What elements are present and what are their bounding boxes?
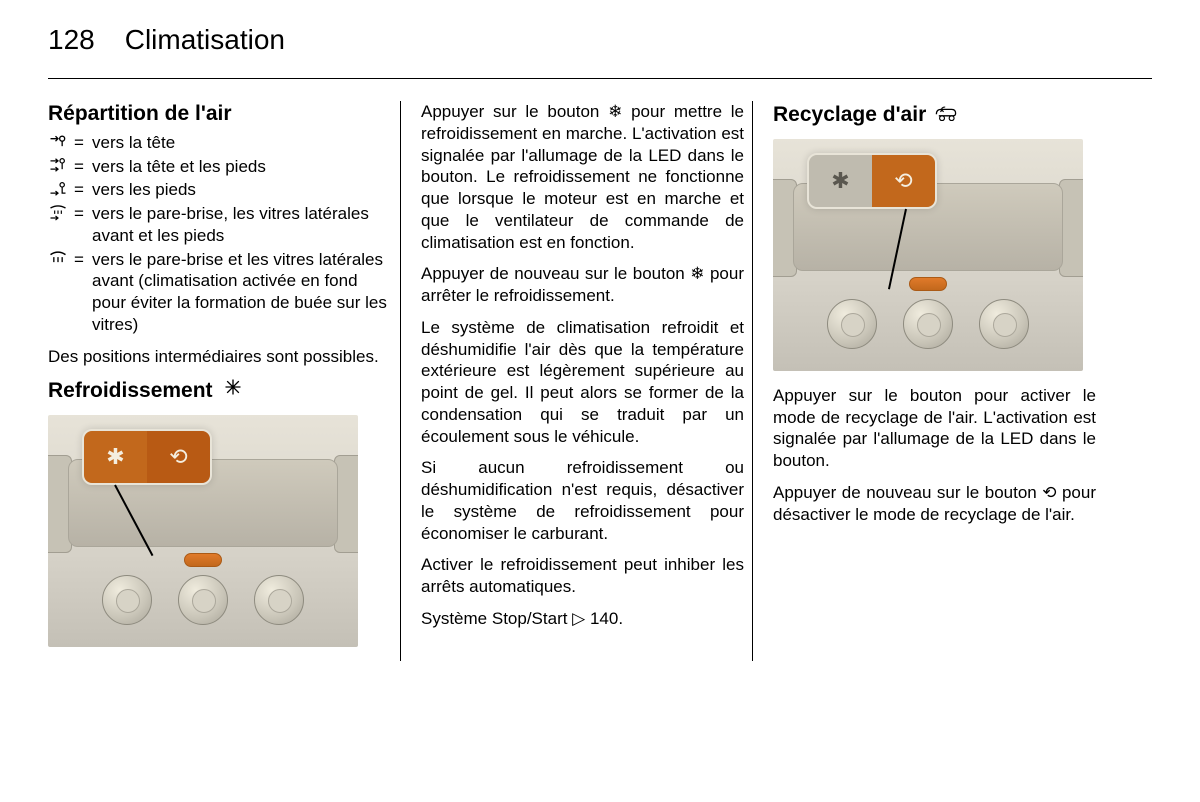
air-dist-text: vers le pare-brise et les vitres latéral… (92, 249, 392, 336)
dial-row-graphic (48, 575, 358, 625)
air-dist-text: vers la tête (92, 132, 392, 154)
air-dist-row: = vers le pare-brise, les vitres latéral… (48, 203, 392, 247)
heading-air-distribution: Répartition de l'air (48, 101, 392, 128)
airflow-screen-foot-icon (48, 203, 74, 224)
center-button-graphic (909, 277, 947, 291)
figure-cooling: ✱ ⟲ (48, 415, 358, 647)
snowflake-button-graphic: ✱ (84, 431, 147, 483)
dial-graphic (827, 299, 877, 349)
dial-graphic (254, 575, 304, 625)
button-plate-graphic: ✱ ⟲ (807, 153, 937, 209)
page-header: 128 Climatisation (48, 24, 1152, 79)
paragraph: Si aucun refroidissement ou déshumidific… (421, 457, 744, 544)
air-dist-text: vers la tête et les pieds (92, 156, 392, 178)
airflow-head-icon (48, 132, 74, 153)
dial-row-graphic (773, 299, 1083, 349)
figure-recirculation: ✱ ⟲ (773, 139, 1083, 371)
column-2: Appuyer sur le bouton ❄ pour mettre le r… (400, 101, 752, 661)
paragraph: Appuyer sur le bouton pour activer le mo… (773, 385, 1096, 472)
dial-graphic (178, 575, 228, 625)
dial-graphic (979, 299, 1029, 349)
airflow-head-foot-icon (48, 156, 74, 177)
equals: = (74, 179, 92, 201)
column-3: Recyclage d'air ✱ ⟲ Appuyer sur le bouto… (752, 101, 1104, 661)
page-number: 128 (48, 24, 95, 56)
heading-cooling: Refroidissement (48, 377, 392, 405)
air-dist-row: = vers le pare-brise et les vitres latér… (48, 249, 392, 336)
equals: = (74, 156, 92, 178)
snowflake-button-graphic: ✱ (809, 155, 872, 207)
button-plate-graphic: ✱ ⟲ (82, 429, 212, 485)
recirc-button-graphic: ⟲ (872, 155, 935, 207)
recirc-icon (934, 101, 958, 129)
paragraph: Le système de climatisation refroidit et… (421, 317, 744, 448)
air-dist-note: Des positions intermédiaires sont possib… (48, 346, 392, 368)
air-dist-row: = vers les pieds (48, 179, 392, 201)
snowflake-icon (221, 377, 245, 405)
heading-text: Répartition de l'air (48, 101, 232, 128)
air-dist-text: vers les pieds (92, 179, 392, 201)
paragraph: Appuyer sur le bouton ❄ pour mettre le r… (421, 101, 744, 253)
heading-text: Refroidissement (48, 378, 213, 405)
airflow-screen-icon (48, 249, 74, 270)
air-dist-text: vers le pare-brise, les vitres latérales… (92, 203, 392, 247)
column-1: Répartition de l'air = vers la tête = ve… (48, 101, 400, 661)
air-dist-row: = vers la tête (48, 132, 392, 154)
equals: = (74, 132, 92, 154)
center-button-graphic (184, 553, 222, 567)
dial-graphic (903, 299, 953, 349)
heading-text: Recyclage d'air (773, 102, 926, 129)
content-columns: Répartition de l'air = vers la tête = ve… (48, 101, 1152, 661)
equals: = (74, 249, 92, 271)
paragraph-crossref: Système Stop/Start ▷ 140. (421, 608, 744, 630)
chapter-title: Climatisation (125, 24, 285, 56)
airflow-foot-icon (48, 179, 74, 200)
paragraph: Activer le refroidissement peut inhiber … (421, 554, 744, 598)
heading-recirculation: Recyclage d'air (773, 101, 1096, 129)
dial-graphic (102, 575, 152, 625)
paragraph: Appuyer de nouveau sur le bouton ❄ pour … (421, 263, 744, 307)
air-dist-row: = vers la tête et les pieds (48, 156, 392, 178)
equals: = (74, 203, 92, 225)
recirc-button-graphic: ⟲ (147, 431, 210, 483)
paragraph: Appuyer de nouveau sur le bouton ⟲ pour … (773, 482, 1096, 526)
